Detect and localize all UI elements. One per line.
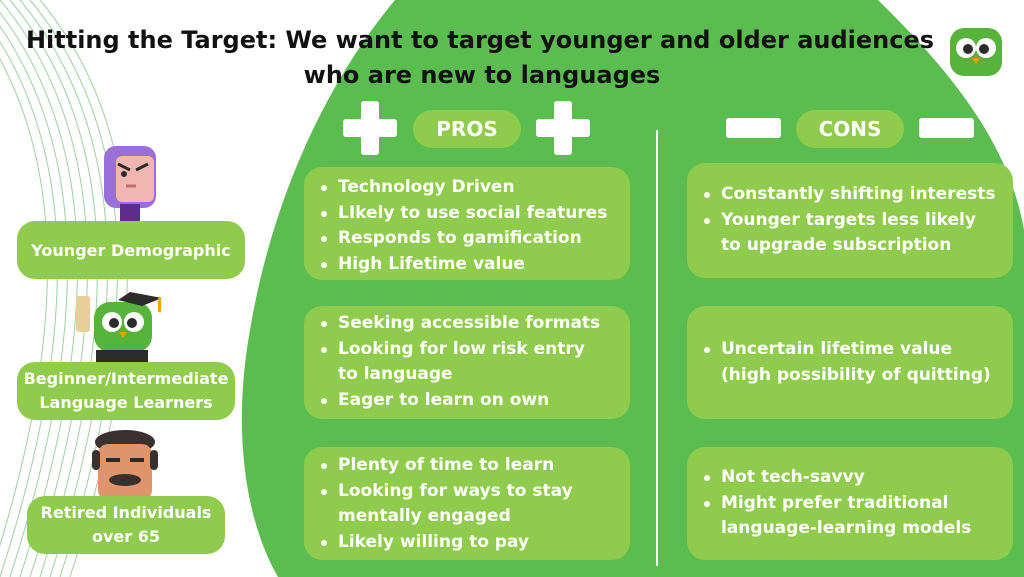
list-item: Constantly shifting interests — [701, 182, 1001, 208]
minus-icon — [919, 118, 974, 138]
pros-heading: PROS — [413, 110, 521, 148]
minus-icon — [726, 118, 781, 138]
audience-label-younger: Younger Demographic — [17, 221, 245, 279]
list-item: Might prefer traditional language-learni… — [701, 491, 991, 542]
audience-label-retired: Retired Individuals over 65 — [27, 496, 225, 554]
list-item: Not tech-savvy — [701, 465, 1001, 491]
list-item: Looking for ways to stay mentally engage… — [318, 479, 588, 530]
page-title-line-2: who are new to languages — [303, 61, 661, 89]
cons-heading: CONS — [796, 110, 904, 148]
list-item: Responds to gamification — [318, 226, 618, 252]
list-item: Seeking accessible formats — [318, 311, 618, 337]
pros-card-learners: Seeking accessible formats Looking for l… — [304, 306, 630, 419]
list-item: High Lifetime value — [318, 252, 618, 278]
list-item: Technology Driven — [318, 175, 618, 201]
list-item: Likely willing to pay — [318, 530, 618, 556]
girl-avatar-icon — [104, 146, 156, 222]
list-item: LIkely to use social features — [318, 201, 618, 227]
list-item: Eager to learn on own — [318, 388, 618, 414]
cons-card-younger: Constantly shifting interests Younger ta… — [687, 163, 1013, 278]
list-item: Looking for low risk entry to language — [318, 337, 608, 388]
owl-logo-icon — [950, 28, 1002, 76]
list-item: Plenty of time to learn — [318, 453, 618, 479]
pros-card-younger: Technology Driven LIkely to use social f… — [304, 167, 630, 280]
plus-icon-vertical — [554, 101, 572, 155]
list-item: Younger targets less likely to upgrade s… — [701, 208, 991, 259]
pros-card-retired: Plenty of time to learn Looking for ways… — [304, 447, 630, 560]
cons-card-retired: Not tech-savvy Might prefer traditional … — [687, 447, 1013, 560]
plus-icon-vertical — [361, 101, 379, 155]
retired-man-icon — [92, 430, 158, 500]
audience-label-learners: Beginner/Intermediate Language Learners — [17, 362, 235, 420]
graduate-owl-icon — [76, 292, 162, 364]
list-item: Uncertain lifetime value (high possibili… — [701, 337, 991, 388]
page-title-line-1: Hitting the Target: We want to target yo… — [25, 26, 935, 54]
cons-card-learners: Uncertain lifetime value (high possibili… — [687, 306, 1013, 419]
column-divider — [656, 130, 658, 566]
